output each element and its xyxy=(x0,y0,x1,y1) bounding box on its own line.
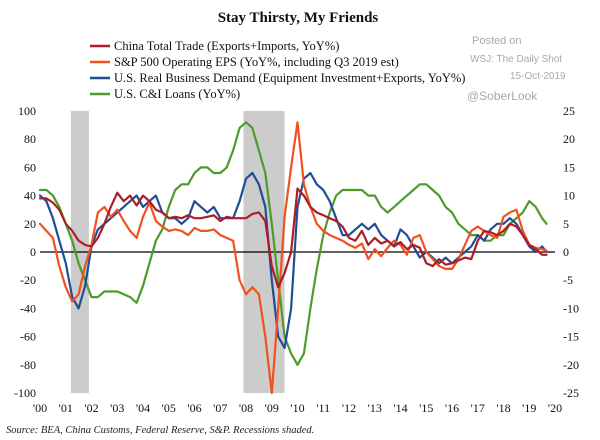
y-right-tick-label: 25 xyxy=(563,104,575,118)
x-tick-label: '10 xyxy=(290,401,304,415)
watermark-posted-on: Posted on xyxy=(472,35,522,47)
x-tick-label: '04 xyxy=(136,401,150,415)
watermark: Posted on WSJ: The Daily Shot 15-Oct-201… xyxy=(467,35,566,103)
axes: -100-80-60-40-20020406080100-25-20-15-10… xyxy=(14,104,579,415)
watermark-date: 15-Oct-2019 xyxy=(510,71,566,82)
x-tick-label: '02 xyxy=(84,401,98,415)
watermark-handle: @SoberLook xyxy=(467,89,538,103)
y-left-tick-label: -60 xyxy=(20,330,36,344)
y-left-tick-label: -80 xyxy=(20,358,36,372)
source-note: Source: BEA, China Customs, Federal Rese… xyxy=(6,425,314,436)
y-left-tick-label: -40 xyxy=(20,301,36,315)
x-tick-label: '07 xyxy=(213,401,227,415)
legend-label-business: U.S. Real Business Demand (Equipment Inv… xyxy=(114,71,465,85)
x-tick-label: '13 xyxy=(368,401,382,415)
series-line-business xyxy=(38,171,548,349)
x-tick-label: '15 xyxy=(419,401,433,415)
y-right-tick-label: -15 xyxy=(563,330,579,344)
x-tick-label: '17 xyxy=(471,401,485,415)
y-left-tick-label: 80 xyxy=(24,132,36,146)
y-left-tick-label: -20 xyxy=(20,273,36,287)
x-tick-label: '19 xyxy=(522,401,536,415)
y-right-tick-label: -25 xyxy=(563,386,579,400)
legend-label-china: China Total Trade (Exports+Imports, YoY%… xyxy=(114,39,339,53)
x-tick-label: '08 xyxy=(239,401,253,415)
series-lines xyxy=(38,121,548,395)
x-tick-label: '20 xyxy=(548,401,562,415)
legend: China Total Trade (Exports+Imports, YoY%… xyxy=(90,39,465,101)
x-tick-label: '03 xyxy=(110,401,124,415)
y-right-tick-label: -5 xyxy=(563,273,573,287)
y-left-tick-label: 40 xyxy=(24,189,36,203)
y-left-tick-label: 100 xyxy=(18,104,36,118)
y-right-tick-label: -20 xyxy=(563,358,579,372)
y-right-tick-label: 20 xyxy=(563,132,575,146)
y-left-tick-label: 20 xyxy=(24,217,36,231)
x-tick-label: '05 xyxy=(162,401,176,415)
x-tick-label: '06 xyxy=(187,401,201,415)
y-right-tick-label: 5 xyxy=(563,217,569,231)
x-tick-label: '11 xyxy=(316,401,330,415)
y-left-tick-label: -100 xyxy=(14,386,36,400)
series-line-china xyxy=(38,187,548,289)
series-line-loans xyxy=(38,121,548,366)
y-right-tick-label: 0 xyxy=(563,245,569,259)
x-tick-label: '09 xyxy=(265,401,279,415)
x-tick-label: '00 xyxy=(33,401,47,415)
y-right-tick-label: 15 xyxy=(563,160,575,174)
legend-label-loans: U.S. C&I Loans (YoY%) xyxy=(114,87,240,101)
y-right-tick-label: 10 xyxy=(563,189,575,203)
series-line-sp500 xyxy=(38,121,548,395)
legend-label-sp500: S&P 500 Operating EPS (YoY%, including Q… xyxy=(114,55,399,69)
x-tick-label: '12 xyxy=(342,401,356,415)
y-right-tick-label: -10 xyxy=(563,301,579,315)
x-tick-label: '14 xyxy=(393,401,407,415)
x-tick-label: '16 xyxy=(445,401,459,415)
chart-title: Stay Thirsty, My Friends xyxy=(218,10,379,26)
y-left-tick-label: 60 xyxy=(24,160,36,174)
watermark-source: WSJ: The Daily Shot xyxy=(470,54,562,65)
x-tick-label: '01 xyxy=(59,401,73,415)
y-left-tick-label: 0 xyxy=(30,245,36,259)
x-tick-label: '18 xyxy=(496,401,510,415)
